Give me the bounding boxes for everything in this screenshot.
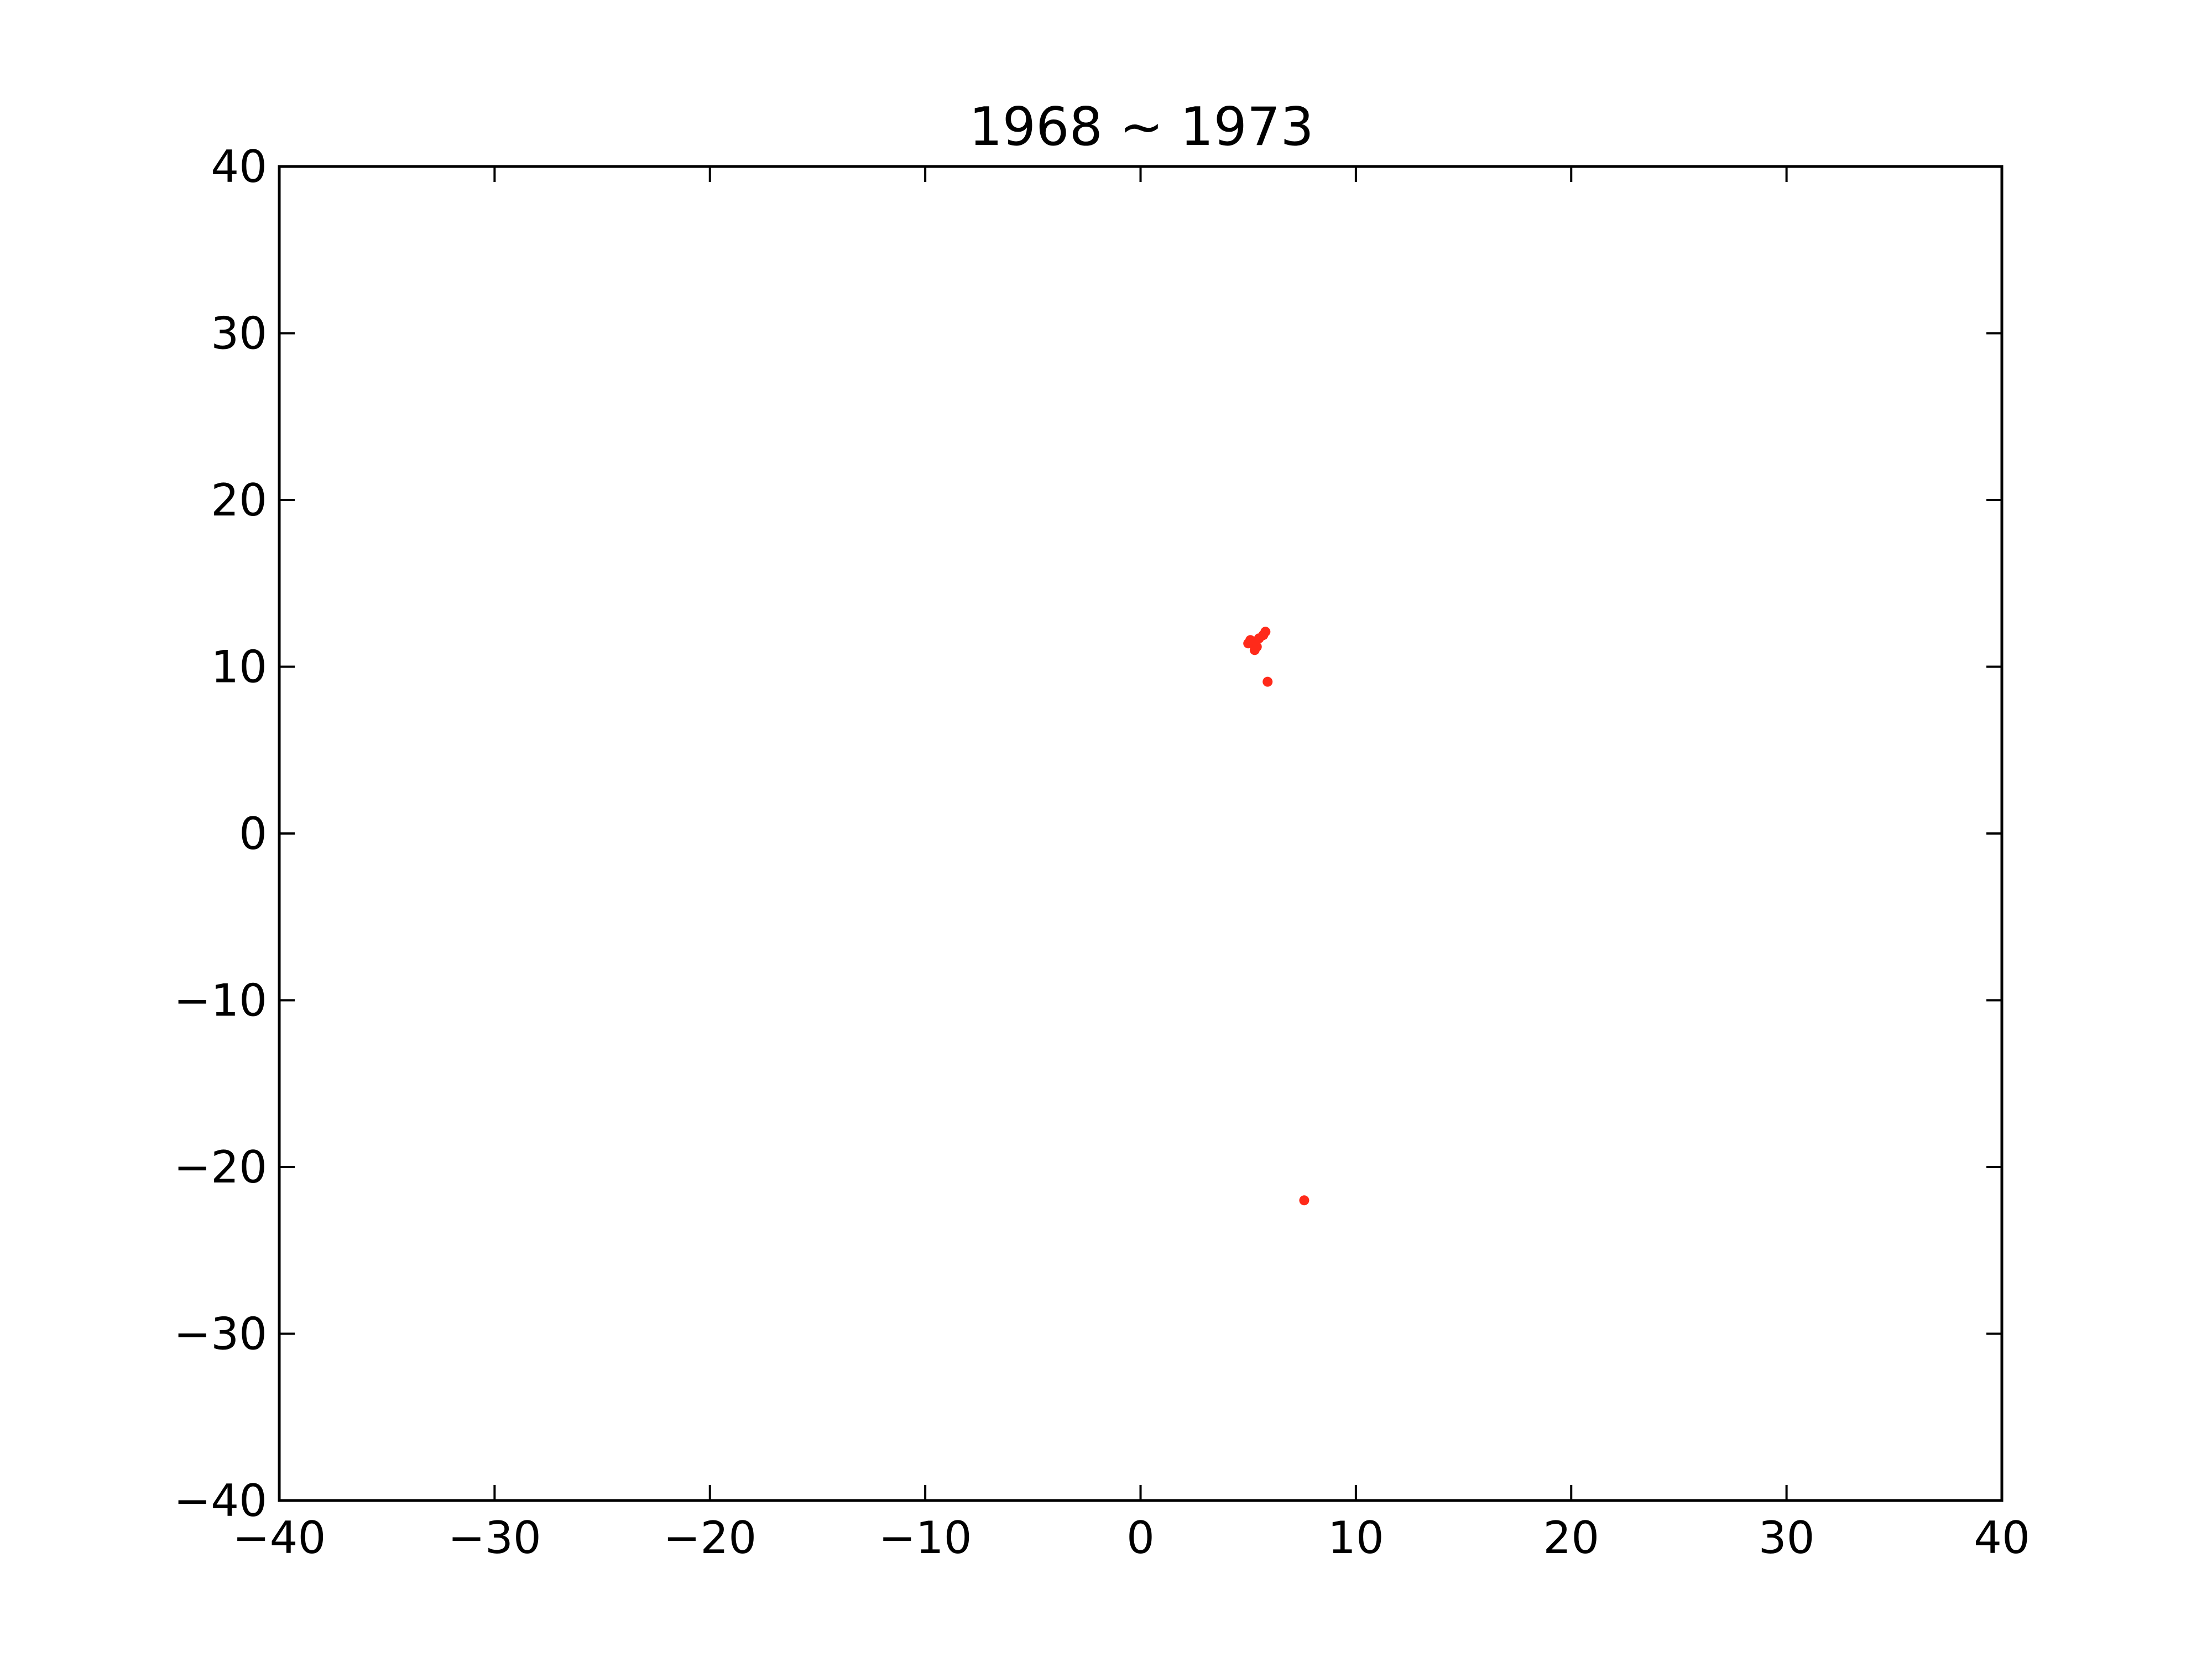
x-tick-label: 40 — [1974, 1512, 2030, 1564]
scatter-point — [1262, 676, 1273, 687]
chart-title: 1968 ~ 1973 — [969, 97, 1314, 158]
x-tick-label: 20 — [1543, 1512, 1599, 1564]
y-tick-label: −40 — [174, 1475, 267, 1526]
x-tick-label: −10 — [879, 1512, 972, 1564]
plot-area-frame — [278, 165, 2004, 1502]
x-tick-label: −30 — [448, 1512, 541, 1564]
axis-ticks: −40 −30 −20 −10 0 10 20 30 40 −40 −30 −20 −10 0 10 20 30… — [174, 141, 2030, 1564]
scatter-point — [1260, 627, 1271, 637]
plot-marks — [1243, 627, 1310, 1206]
scatter-point — [1245, 635, 1256, 645]
x-tick-label: −20 — [663, 1512, 757, 1564]
y-tick-label: 0 — [239, 808, 267, 859]
scatter-point — [1299, 1195, 1310, 1206]
y-tick-label: −20 — [174, 1142, 267, 1193]
y-tick-label: 10 — [211, 642, 267, 693]
scatter-point — [1249, 645, 1260, 655]
x-tick-label: −40 — [233, 1512, 326, 1564]
y-tick-label: 30 — [211, 308, 267, 360]
y-tick-label: −10 — [174, 975, 267, 1027]
y-tick-label: −30 — [174, 1309, 267, 1360]
y-tick-label: 20 — [211, 475, 267, 526]
x-tick-label: 30 — [1759, 1512, 1815, 1564]
x-tick-label: 0 — [1126, 1512, 1155, 1564]
y-tick-label: 40 — [211, 141, 267, 192]
x-tick-label: 10 — [1328, 1512, 1384, 1564]
